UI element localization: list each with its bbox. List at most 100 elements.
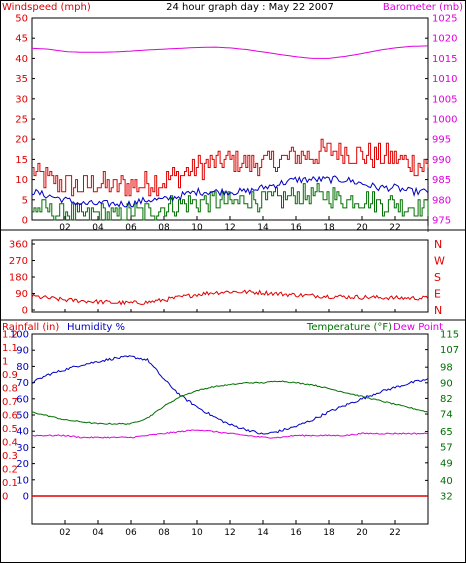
hour-tick-label: 06 [125, 223, 137, 233]
humidity-tick-label: 70 [16, 378, 29, 389]
barometer-tick-label: 1020 [432, 34, 457, 45]
compass-label: S [434, 271, 441, 284]
hour-tick-label: 02 [59, 223, 70, 233]
temperature-tick-label: 40 [440, 476, 453, 487]
hour-tick-label: 10 [191, 528, 203, 538]
temperature-tick-label: 82 [440, 394, 453, 405]
hour-tick-label: 18 [323, 528, 335, 538]
hour-tick-label: 02 [59, 528, 70, 538]
barometer-tick-label: 1005 [432, 94, 457, 105]
hour-tick-label: 20 [356, 223, 368, 233]
humidity-tick-label: 0 [23, 492, 29, 503]
humidity-tick-label: 10 [16, 475, 29, 486]
humidity-axis-title: Humidity % [67, 322, 125, 333]
wind-gust-series [32, 138, 429, 197]
direction-tick-label: 270 [9, 256, 28, 267]
temperature-tick-label: 107 [440, 345, 459, 356]
hour-tick-label: 20 [356, 528, 368, 538]
barometer-series [31, 45, 429, 59]
rainfall-tick-label: 0.4 [2, 438, 18, 449]
direction-tick-label: 360 [9, 240, 28, 251]
barometer-tick-label: 975 [432, 216, 451, 227]
hour-tick-label: 14 [257, 223, 269, 233]
humidity-tick-label: 30 [16, 443, 29, 454]
humidity-series [31, 355, 429, 435]
humidity-tick-label: 60 [16, 394, 29, 405]
compass-label: W [434, 255, 445, 268]
wind-tick-label: 35 [15, 74, 28, 85]
hour-tick-label: 22 [389, 528, 400, 538]
hour-tick-label: 18 [323, 223, 335, 233]
wind-speed-series [32, 183, 429, 221]
rainfall-tick-label: 0 [2, 492, 8, 503]
rainfall-axis-title: Rainfall (in) [2, 322, 59, 333]
humidity-tick-label: 80 [16, 362, 29, 373]
dewpoint-series [31, 429, 429, 439]
hour-tick-label: 14 [257, 528, 269, 538]
graph-title: 24 hour graph day : May 22 2007 [166, 2, 334, 13]
wind-tick-label: 0 [22, 216, 28, 227]
rainfall-tick-label: 1.2 [2, 330, 18, 341]
rainfall-tick-label: 1.1 [2, 343, 18, 354]
wind-tick-label: 30 [15, 94, 28, 105]
temperature-tick-label: 74 [440, 410, 453, 421]
rainfall-tick-label: 0.6 [2, 411, 18, 422]
hour-tick-label: 10 [191, 223, 203, 233]
wind-tick-label: 50 [15, 14, 28, 25]
humidity-tick-label: 40 [16, 427, 29, 438]
compass-label: E [434, 288, 441, 301]
wind-tick-label: 40 [15, 54, 28, 65]
compass-label: N [434, 304, 442, 317]
direction-tick-label: 0 [22, 306, 28, 317]
temperature-axis-title: Temperature (°F) [306, 322, 392, 333]
direction-tick-label: 90 [15, 289, 28, 300]
temperature-tick-label: 49 [440, 458, 453, 469]
temperature-series [32, 380, 429, 425]
humidity-tick-label: 50 [16, 411, 29, 422]
wind-tick-label: 20 [15, 135, 28, 146]
hour-tick-label: 04 [92, 223, 104, 233]
barometer-tick-label: 995 [432, 135, 451, 146]
rainfall-tick-label: 0.2 [2, 465, 18, 476]
compass-label: N [434, 238, 442, 251]
temperature-tick-label: 90 [440, 378, 453, 389]
barometer-tick-label: 980 [432, 195, 451, 206]
hour-tick-label: 06 [125, 528, 137, 538]
wind-tick-label: 10 [15, 175, 28, 186]
barometer-tick-label: 1025 [432, 14, 457, 25]
direction-tick-label: 180 [9, 273, 28, 284]
hour-tick-label: 08 [158, 223, 170, 233]
wind-tick-label: 5 [22, 195, 28, 206]
rainfall-tick-label: 1 [2, 357, 8, 368]
barometer-tick-label: 1015 [432, 54, 457, 65]
hour-tick-label: 16 [290, 528, 302, 538]
temperature-tick-label: 32 [440, 492, 453, 503]
temperature-tick-label: 98 [440, 363, 453, 374]
rainfall-tick-label: 0.3 [2, 451, 18, 462]
hour-tick-label: 12 [224, 223, 235, 233]
rainfall-tick-label: 0.5 [2, 424, 18, 435]
wind-average-series [31, 175, 429, 208]
hour-tick-label: 22 [389, 223, 400, 233]
humidity-tick-label: 20 [16, 459, 29, 470]
wind-axis-title: Windspeed (mph) [2, 2, 91, 13]
hour-tick-label: 04 [92, 528, 104, 538]
temperature-tick-label: 115 [440, 330, 459, 341]
wind-direction-series [31, 289, 429, 306]
barometer-tick-label: 1010 [432, 74, 457, 85]
rainfall-tick-label: 0.9 [2, 370, 18, 381]
barometer-axis-title: Barometer (mb) [383, 2, 463, 13]
hour-tick-label: | [426, 223, 429, 233]
barometer-tick-label: 990 [432, 155, 451, 166]
hour-tick-label: 12 [224, 528, 235, 538]
barometer-tick-label: 1000 [432, 115, 457, 126]
temperature-tick-label: 65 [440, 427, 453, 438]
humidity-tick-label: 90 [16, 346, 29, 357]
wind-tick-label: 25 [15, 115, 28, 126]
dewpoint-axis-title: Dew Point [393, 322, 443, 333]
rainfall-tick-label: 0.1 [2, 478, 18, 489]
humidity-tick-label: 100 [10, 330, 29, 341]
barometer-tick-label: 985 [432, 175, 451, 186]
